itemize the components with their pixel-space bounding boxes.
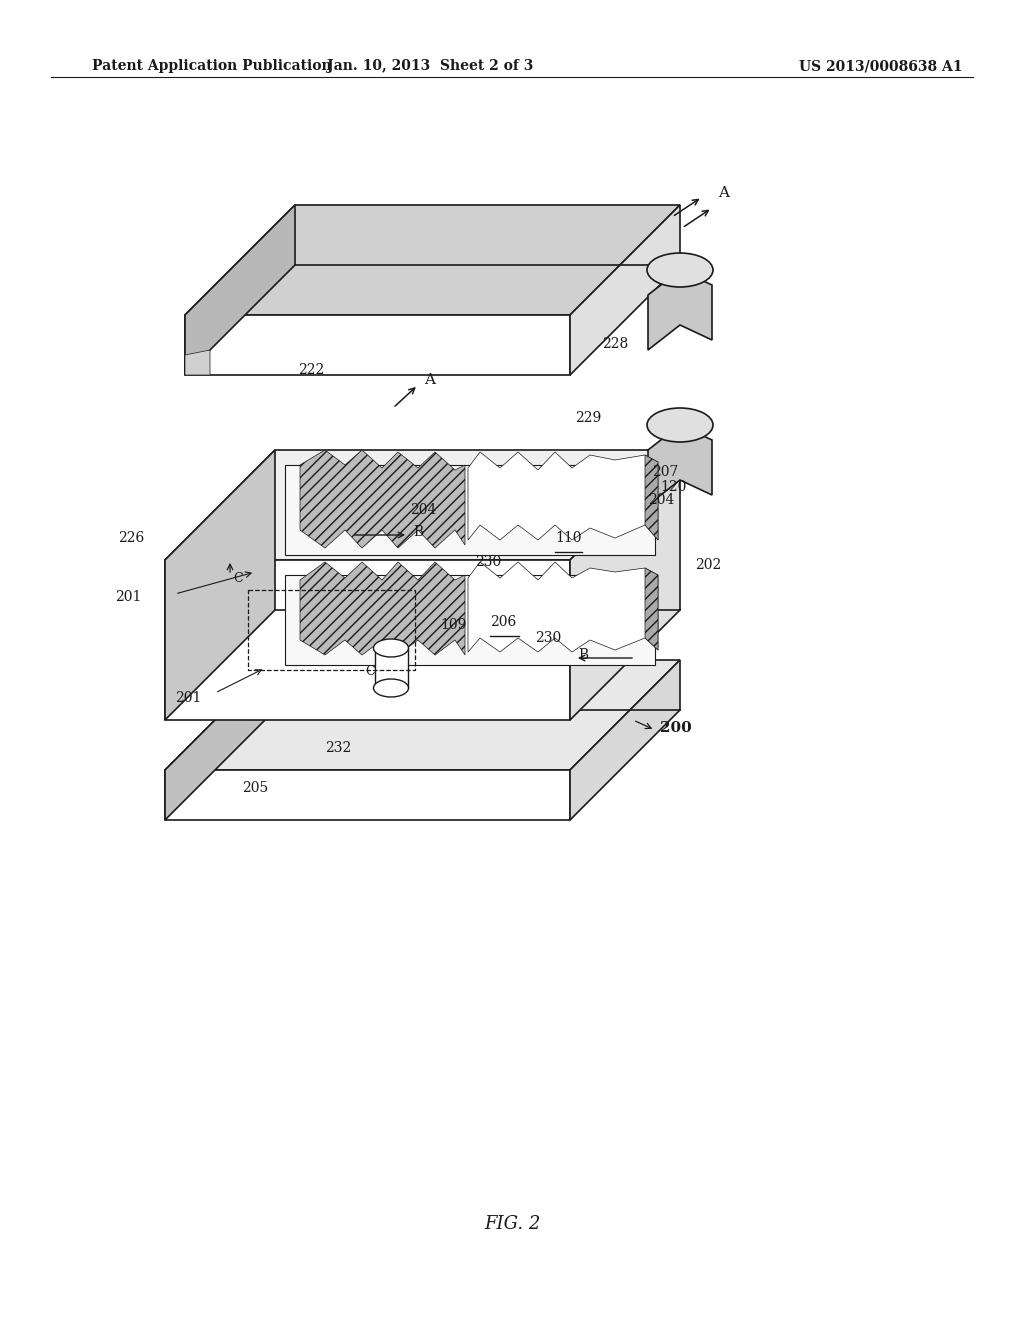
Text: 228: 228 bbox=[602, 337, 629, 351]
Text: 207: 207 bbox=[652, 465, 678, 479]
Polygon shape bbox=[468, 562, 658, 652]
Text: FIG. 2: FIG. 2 bbox=[483, 1214, 541, 1233]
Ellipse shape bbox=[374, 678, 409, 697]
Text: 204: 204 bbox=[410, 503, 436, 517]
Ellipse shape bbox=[647, 408, 713, 442]
Text: 222: 222 bbox=[298, 363, 325, 378]
Text: 201: 201 bbox=[115, 590, 141, 605]
Text: B: B bbox=[413, 525, 423, 539]
Text: A: A bbox=[424, 374, 435, 387]
Text: C: C bbox=[233, 572, 243, 585]
Text: 230: 230 bbox=[535, 631, 561, 645]
Polygon shape bbox=[185, 315, 570, 375]
Polygon shape bbox=[285, 576, 655, 665]
Text: 202: 202 bbox=[695, 558, 721, 572]
Text: 201: 201 bbox=[175, 690, 202, 705]
Polygon shape bbox=[165, 660, 275, 820]
Text: 109: 109 bbox=[440, 618, 466, 632]
Polygon shape bbox=[570, 205, 680, 375]
Text: 232: 232 bbox=[325, 741, 351, 755]
Polygon shape bbox=[648, 271, 712, 350]
Text: Jan. 10, 2013  Sheet 2 of 3: Jan. 10, 2013 Sheet 2 of 3 bbox=[327, 59, 534, 74]
Polygon shape bbox=[375, 648, 408, 688]
Text: 120: 120 bbox=[660, 480, 686, 494]
Text: 226: 226 bbox=[118, 531, 144, 545]
Ellipse shape bbox=[647, 253, 713, 286]
Polygon shape bbox=[570, 450, 680, 719]
Polygon shape bbox=[165, 660, 680, 770]
Ellipse shape bbox=[374, 639, 409, 657]
Polygon shape bbox=[648, 425, 712, 506]
Polygon shape bbox=[185, 205, 295, 375]
Polygon shape bbox=[468, 451, 658, 540]
Text: 110: 110 bbox=[555, 531, 582, 545]
Polygon shape bbox=[165, 560, 570, 719]
Polygon shape bbox=[300, 562, 465, 655]
Text: 230: 230 bbox=[475, 554, 502, 569]
Polygon shape bbox=[165, 450, 680, 560]
Polygon shape bbox=[165, 450, 275, 719]
Text: A: A bbox=[718, 186, 729, 201]
Text: Patent Application Publication: Patent Application Publication bbox=[92, 59, 332, 74]
Text: 205: 205 bbox=[242, 781, 268, 795]
Text: B: B bbox=[578, 648, 588, 663]
Text: 204: 204 bbox=[648, 492, 675, 507]
Polygon shape bbox=[185, 205, 680, 315]
Text: 229: 229 bbox=[575, 411, 601, 425]
Polygon shape bbox=[185, 350, 210, 375]
Polygon shape bbox=[300, 450, 465, 548]
Text: C: C bbox=[365, 665, 375, 678]
Polygon shape bbox=[570, 660, 680, 820]
Polygon shape bbox=[645, 568, 658, 649]
Polygon shape bbox=[645, 455, 658, 540]
Text: 206: 206 bbox=[490, 615, 516, 630]
Text: US 2013/0008638 A1: US 2013/0008638 A1 bbox=[799, 59, 963, 74]
Polygon shape bbox=[165, 770, 570, 820]
Polygon shape bbox=[285, 465, 655, 554]
Text: 200: 200 bbox=[660, 721, 692, 735]
